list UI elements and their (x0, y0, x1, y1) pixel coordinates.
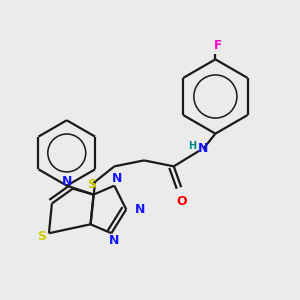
Text: N: N (61, 175, 72, 188)
Text: O: O (176, 195, 187, 208)
Text: S: S (37, 230, 46, 243)
Text: N: N (198, 142, 209, 155)
Text: N: N (109, 234, 119, 247)
Text: N: N (112, 172, 122, 185)
Text: N: N (135, 203, 146, 216)
Text: H: H (188, 140, 196, 151)
Text: S: S (88, 178, 97, 191)
Text: F: F (214, 39, 222, 52)
